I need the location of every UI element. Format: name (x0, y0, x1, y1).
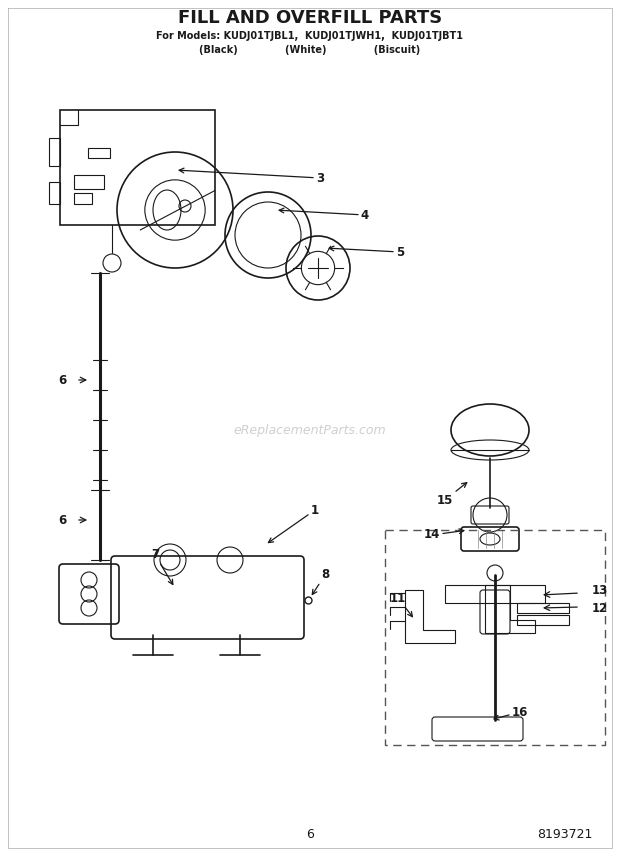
Text: 14: 14 (424, 528, 464, 542)
Bar (445, 585, 545, 603)
Text: 3: 3 (179, 168, 324, 185)
Bar (74, 175, 104, 189)
Bar (517, 603, 569, 613)
Text: 11: 11 (390, 591, 412, 616)
Text: (Black)              (White)              (Biscuit): (Black) (White) (Biscuit) (200, 45, 420, 55)
Text: 6: 6 (306, 829, 314, 841)
Text: 16: 16 (494, 705, 528, 720)
Bar (49, 138, 60, 166)
Text: 8: 8 (312, 568, 329, 595)
Text: 7: 7 (151, 549, 173, 585)
Bar (517, 615, 569, 625)
Text: For Models: KUDJ01TJBL1,  KUDJ01TJWH1,  KUDJ01TJBT1: For Models: KUDJ01TJBL1, KUDJ01TJWH1, KU… (156, 31, 464, 41)
Bar (88, 148, 110, 158)
Text: 15: 15 (437, 483, 467, 507)
Text: 8193721: 8193721 (538, 829, 593, 841)
Text: 13: 13 (592, 584, 608, 597)
Text: 5: 5 (329, 246, 404, 259)
Bar (60, 110, 215, 225)
Text: 6: 6 (58, 514, 66, 526)
Text: 4: 4 (279, 208, 369, 222)
Text: 12: 12 (592, 602, 608, 615)
Bar (74, 193, 92, 204)
Text: 6: 6 (58, 373, 66, 387)
Text: FILL AND OVERFILL PARTS: FILL AND OVERFILL PARTS (178, 9, 442, 27)
Text: 1: 1 (268, 503, 319, 543)
Bar (49, 182, 60, 204)
Text: eReplacementParts.com: eReplacementParts.com (234, 424, 386, 437)
